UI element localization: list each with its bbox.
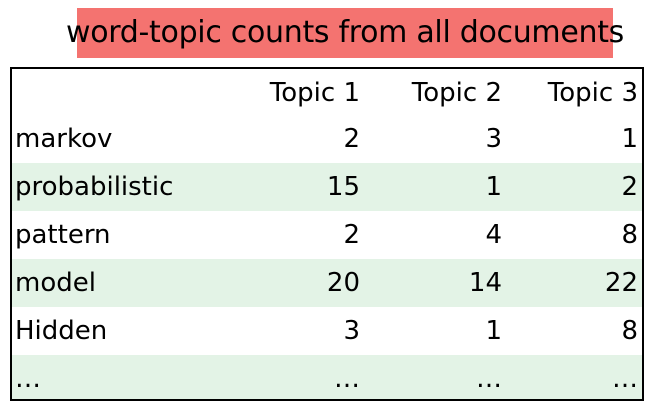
row-topic-2-count: 14: [468, 268, 502, 298]
table-row: markov 2 3 1: [12, 115, 642, 163]
row-topic-1-count: 15: [326, 172, 360, 202]
row-topic-1-count: …: [334, 364, 360, 394]
row-topic-3-count: 1: [621, 124, 638, 154]
row-topic-3-count: 22: [604, 268, 638, 298]
row-word: pattern: [15, 220, 111, 250]
row-topic-1-count: 20: [326, 268, 360, 298]
row-topic-3-count: …: [612, 364, 638, 394]
word-topic-table: Topic 1 Topic 2 Topic 3 markov 2 3 1 pro…: [10, 67, 644, 401]
row-topic-2-count: 1: [485, 316, 502, 346]
table-header-row: Topic 1 Topic 2 Topic 3: [12, 69, 642, 117]
row-word: …: [15, 364, 41, 394]
row-topic-1-count: 3: [343, 316, 360, 346]
table-row: Hidden 3 1 8: [12, 307, 642, 355]
row-topic-1-count: 2: [343, 220, 360, 250]
row-word: probabilistic: [15, 172, 174, 202]
table-row: probabilistic 15 1 2: [12, 163, 642, 211]
table-title-banner: word-topic counts from all documents: [66, 8, 624, 58]
row-topic-3-count: 2: [621, 172, 638, 202]
row-topic-2-count: …: [476, 364, 502, 394]
table-row: model 20 14 22: [12, 259, 642, 307]
header-topic-1: Topic 1: [269, 78, 360, 108]
table-row: … … … …: [12, 355, 642, 399]
row-topic-1-count: 2: [343, 124, 360, 154]
table-row: pattern 2 4 8: [12, 211, 642, 259]
row-topic-3-count: 8: [621, 316, 638, 346]
row-topic-3-count: 8: [621, 220, 638, 250]
table-title: word-topic counts from all documents: [65, 15, 625, 50]
row-topic-2-count: 4: [485, 220, 502, 250]
header-topic-3: Topic 3: [547, 78, 638, 108]
row-topic-2-count: 1: [485, 172, 502, 202]
header-topic-2: Topic 2: [411, 78, 502, 108]
row-word: markov: [15, 124, 113, 154]
header-word: [15, 69, 235, 117]
row-word: Hidden: [15, 316, 108, 346]
row-topic-2-count: 3: [485, 124, 502, 154]
row-word: model: [15, 268, 96, 298]
